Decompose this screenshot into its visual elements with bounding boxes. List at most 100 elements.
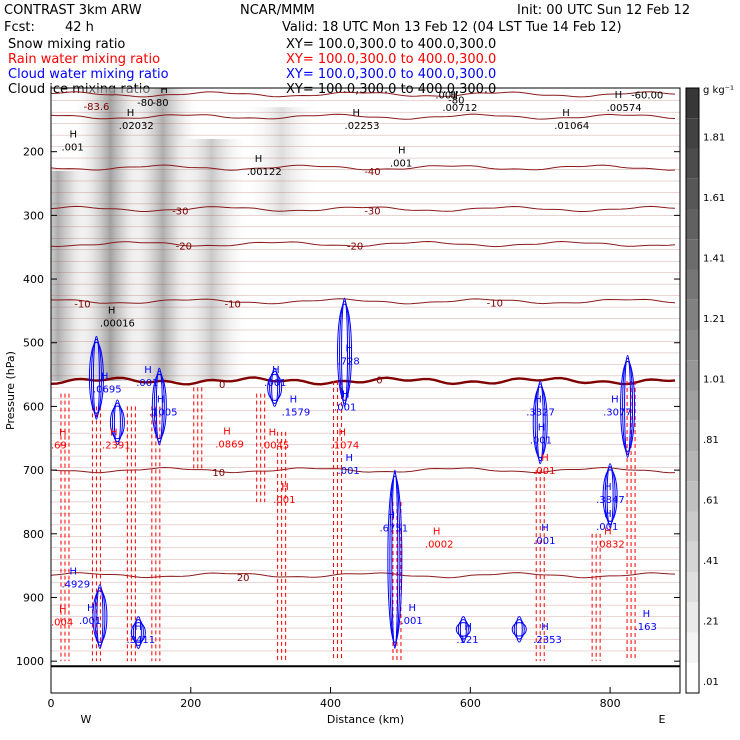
colorbar-cell bbox=[686, 541, 699, 572]
cloud-water-contour bbox=[391, 469, 399, 649]
y-tick-label: 700 bbox=[23, 464, 44, 477]
maximum-marker: H bbox=[604, 526, 612, 537]
cloud-water-contour bbox=[271, 367, 279, 407]
maximum-value-label: .01064 bbox=[554, 121, 589, 132]
colorbar-label: .81 bbox=[703, 435, 719, 446]
y-tick-label: 800 bbox=[23, 528, 44, 541]
colorbar-cell bbox=[686, 88, 699, 119]
colorbar-cell bbox=[686, 451, 699, 482]
colorbar-cell bbox=[686, 390, 699, 421]
colorbar-label: 1.21 bbox=[703, 314, 725, 325]
cloud-water-contour bbox=[92, 590, 108, 643]
cloud-water-contour bbox=[339, 300, 351, 404]
maximum-marker: H bbox=[157, 395, 165, 406]
maximum-marker: H bbox=[290, 395, 298, 406]
maximum-value-label: .00122 bbox=[247, 167, 282, 178]
maximum-value-label: .001 bbox=[61, 143, 83, 154]
y-tick-label: 900 bbox=[23, 591, 44, 604]
colorbar-label: 1.81 bbox=[703, 133, 725, 144]
maximum-marker: H bbox=[281, 482, 289, 493]
colorbar-cell bbox=[686, 602, 699, 633]
maximum-marker: H bbox=[134, 622, 142, 633]
temperature-label: -20 bbox=[347, 241, 363, 252]
x-tick-label: 800 bbox=[600, 697, 621, 710]
maximum-value-label: .001 bbox=[533, 536, 555, 547]
colorbar-cell bbox=[686, 118, 699, 149]
maximum-value-label: .001 bbox=[530, 436, 552, 447]
temperature-label: -10 bbox=[487, 299, 503, 310]
temperature-contour bbox=[51, 240, 676, 248]
maximum-value-label: .0695 bbox=[93, 385, 122, 396]
maximum-value-label: .00574 bbox=[607, 103, 642, 114]
y-tick-label: 1000 bbox=[16, 655, 44, 668]
y-tick-label: 500 bbox=[23, 337, 44, 350]
y-axis-title: Pressure (hPa) bbox=[4, 351, 17, 430]
cloud-water-contour bbox=[90, 338, 102, 417]
cloud-water-contour bbox=[513, 619, 525, 640]
maximum-marker: H bbox=[59, 605, 67, 616]
field-title-rain: Rain water mixing ratio bbox=[8, 52, 161, 67]
maximum-marker: H bbox=[353, 108, 361, 119]
colorbar-cell bbox=[686, 269, 699, 300]
maximum-marker: H bbox=[604, 509, 612, 520]
maximum-marker: H bbox=[346, 453, 354, 464]
temperature-label: -10 bbox=[225, 299, 241, 310]
maximum-marker: H bbox=[144, 365, 152, 376]
maximum-value-label: .0832 bbox=[596, 539, 625, 550]
x-tick-label: 0 bbox=[48, 697, 55, 710]
maximum-value-label: .02032 bbox=[119, 121, 154, 132]
maximum-value-label: .001 bbox=[400, 616, 422, 627]
maximum-value-label: .001 bbox=[273, 495, 295, 506]
maximum-value-label: .001 bbox=[334, 402, 356, 413]
maximum-value-label: .121 bbox=[456, 635, 478, 646]
cloud-water-contour bbox=[620, 360, 636, 452]
maximum-marker: H bbox=[272, 365, 280, 376]
colorbar-label: .01 bbox=[703, 677, 719, 688]
maximum-marker: H bbox=[342, 389, 350, 400]
cloud-water-contour bbox=[88, 341, 104, 414]
cloud-water-contour bbox=[337, 303, 353, 401]
cloud-water-contour bbox=[269, 370, 281, 404]
temperature-label: -83.6 bbox=[83, 102, 109, 113]
field-xy-snow: XY= 100.0,300.0 to 400.0,300.0 bbox=[286, 37, 497, 52]
temperature-contour bbox=[51, 205, 676, 212]
maximum-marker: H bbox=[339, 428, 347, 439]
maximum-marker: H bbox=[59, 428, 67, 439]
temperature-contour bbox=[51, 91, 676, 98]
maximum-value-label: .3847 bbox=[596, 495, 625, 506]
maximum-marker: H bbox=[69, 130, 77, 141]
temperature-label: -30 bbox=[172, 206, 188, 217]
maximum-value-label: -80 bbox=[152, 98, 168, 109]
cloud-water-contour bbox=[113, 399, 121, 446]
maximum-marker: H bbox=[615, 90, 623, 101]
colorbar-cell bbox=[686, 662, 699, 693]
maximum-value-label: .3411 bbox=[126, 635, 155, 646]
maximum-marker: H bbox=[160, 85, 168, 96]
snow-shading-column bbox=[243, 107, 320, 216]
temperature-label: 20 bbox=[237, 573, 250, 584]
maximum-marker: H bbox=[408, 603, 416, 614]
maximum-marker: H bbox=[255, 154, 263, 165]
cloud-water-contour bbox=[130, 622, 146, 643]
temperature-contour bbox=[51, 466, 676, 474]
maximum-marker: H bbox=[223, 426, 231, 437]
init-time: Init: 00 UTC Sun 12 Feb 12 bbox=[517, 3, 691, 18]
maximum-value-label: .1005 bbox=[149, 408, 178, 419]
cloud-water-contour bbox=[536, 380, 544, 465]
y-tick-label: 600 bbox=[23, 400, 44, 413]
maximum-value-label: .69 bbox=[51, 441, 67, 452]
colorbar-unit: g kg⁻¹ bbox=[703, 85, 734, 96]
colorbar-cell bbox=[686, 511, 699, 542]
maximum-value-label: .4929 bbox=[61, 579, 90, 590]
temperature-contour bbox=[51, 572, 676, 579]
maximum-marker: H bbox=[562, 108, 570, 119]
colorbar-label: .21 bbox=[703, 617, 719, 628]
colorbar-cell bbox=[686, 572, 699, 603]
x-tick-label: 400 bbox=[320, 697, 341, 710]
west-label: W bbox=[81, 713, 92, 726]
maximum-marker: H bbox=[541, 622, 549, 633]
maximum-marker: H bbox=[387, 510, 395, 521]
maximum-marker: H bbox=[443, 77, 451, 88]
maximum-value-label: .163 bbox=[635, 622, 657, 633]
maximum-value-label: .001 bbox=[79, 616, 101, 627]
